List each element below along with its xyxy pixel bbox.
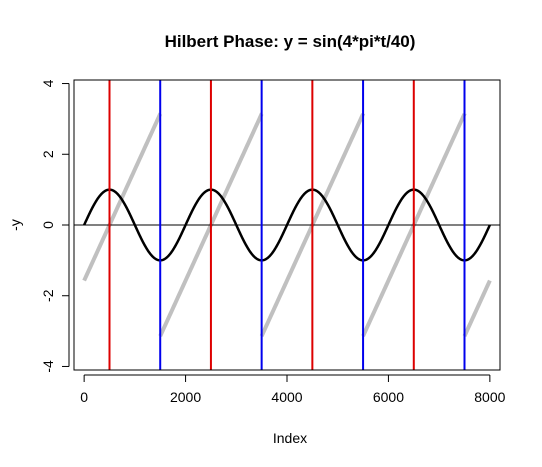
x-tick-label-2: 4000 bbox=[271, 389, 302, 405]
axes: 0 2000 4000 6000 8000 -4 -2 0 2 4 bbox=[40, 79, 506, 405]
y-axis-label: -y bbox=[7, 219, 23, 231]
y-tick-label-0: -4 bbox=[40, 360, 56, 373]
y-tick-label-4: 4 bbox=[40, 79, 56, 87]
y-tick-label-2: 0 bbox=[40, 221, 56, 229]
y-tick-label-3: 2 bbox=[40, 150, 56, 158]
phase-segment-5 bbox=[462, 279, 492, 337]
x-tick-label-1: 2000 bbox=[170, 389, 201, 405]
plot-area bbox=[74, 80, 500, 370]
x-tick-label-4: 8000 bbox=[474, 389, 505, 405]
x-tick-label-0: 0 bbox=[80, 389, 88, 405]
plot-frame bbox=[73, 79, 501, 371]
y-tick-label-1: -2 bbox=[40, 289, 56, 302]
x-tick-label-3: 6000 bbox=[373, 389, 404, 405]
chart-title: Hilbert Phase: y = sin(4*pi*t/40) bbox=[165, 32, 416, 51]
sine-line bbox=[83, 188, 491, 262]
phase-segment-1 bbox=[82, 112, 163, 282]
x-axis-label: Index bbox=[273, 430, 307, 446]
